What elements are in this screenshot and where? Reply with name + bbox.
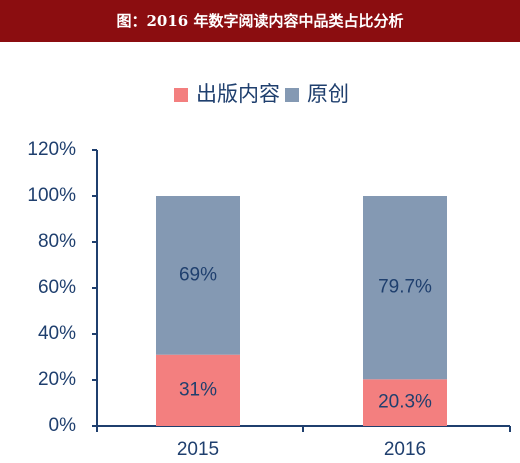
bar-segment xyxy=(156,196,240,355)
x-tick-label: 2016 xyxy=(384,439,426,460)
title-bar: 图：2016 年数字阅读内容中品类占比分析 xyxy=(0,0,520,42)
data-label: 69% xyxy=(179,264,217,285)
page-title: 图：2016 年数字阅读内容中品类占比分析 xyxy=(116,12,404,30)
y-tick-label: 120% xyxy=(27,139,76,160)
bar-segment xyxy=(363,196,447,380)
stacked-bar-chart: 出版内容 原创 0% 20% 40% 60% 80% 100% 120% 2015 2016 3… xyxy=(27,82,511,460)
x-axis: 2015 2016 xyxy=(96,425,511,460)
bars: 31% 69% 20.3% 79.7% xyxy=(156,196,447,426)
x-tick-label: 2015 xyxy=(177,439,219,460)
y-tick-label: 40% xyxy=(38,323,76,344)
bar-segment xyxy=(156,354,240,426)
legend-swatch xyxy=(285,88,299,102)
y-tick-label: 60% xyxy=(38,277,76,298)
chart-legend: 出版内容 原创 xyxy=(174,82,349,106)
bar-segment xyxy=(363,379,447,426)
data-label: 79.7% xyxy=(378,277,432,298)
data-label: 31% xyxy=(179,379,217,400)
y-axis: 0% 20% 40% 60% 80% 100% 120% xyxy=(27,139,98,436)
y-tick-label: 100% xyxy=(27,185,76,206)
y-tick-label: 0% xyxy=(49,415,77,436)
y-tick-label: 80% xyxy=(38,231,76,252)
legend-swatch xyxy=(174,88,188,102)
legend-label: 原创 xyxy=(307,82,349,106)
y-tick-label: 20% xyxy=(38,369,76,390)
legend-label: 出版内容 xyxy=(196,82,280,106)
data-label: 20.3% xyxy=(378,392,432,413)
